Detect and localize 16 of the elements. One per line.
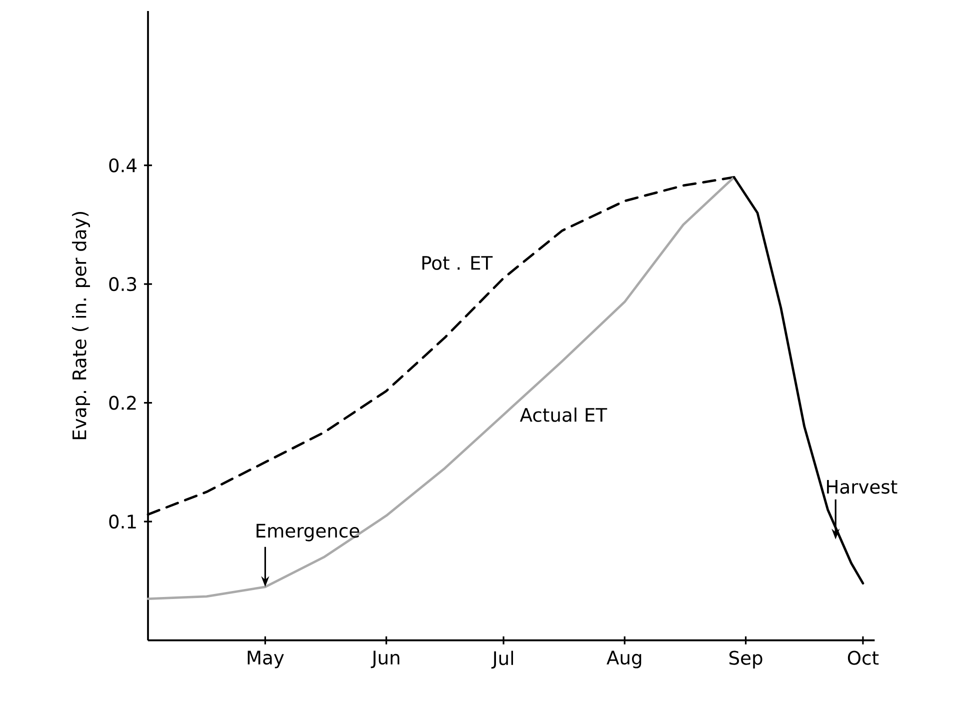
x-tick-label: Oct	[848, 650, 879, 665]
line-series	[146, 176, 736, 600]
x-tick-label: Jun	[370, 650, 400, 668]
x-tick-label: May	[248, 650, 284, 668]
series-label: Actual ET	[520, 408, 608, 422]
y-axis-title: Evap. Rate ( in. per day)	[72, 212, 90, 440]
y-tick-label: 0.2	[109, 396, 136, 410]
series-label: Pot . ET	[422, 256, 493, 270]
x-tick-label: Jul	[491, 650, 513, 669]
x-tick-label: Sep	[729, 650, 762, 668]
y-tick-label: 0.3	[109, 277, 136, 292]
x-tick-label: Aug	[606, 650, 642, 668]
annotation: Emergence	[256, 524, 360, 542]
y-tick-label: 0.1	[109, 514, 136, 529]
y-tick-label: 0.4	[109, 158, 137, 172]
annotation: Harvest	[827, 480, 898, 494]
